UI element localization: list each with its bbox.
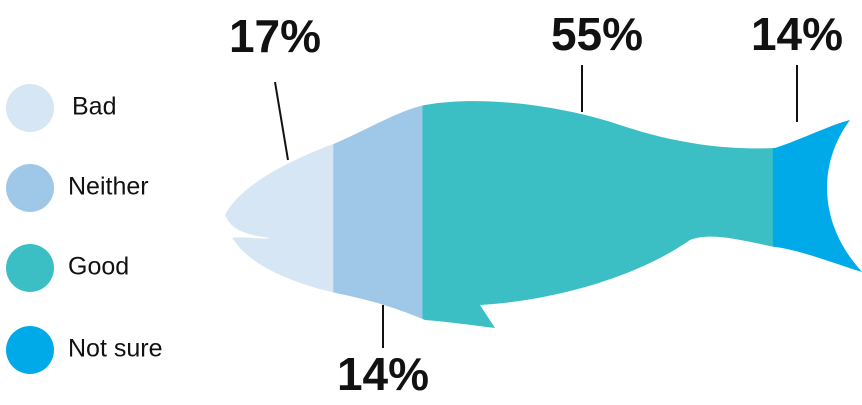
legend-swatch (6, 326, 54, 374)
legend-swatch (6, 164, 54, 212)
legend-swatch (6, 84, 54, 132)
legend-label: Not sure (68, 335, 162, 363)
value-label: 55% (551, 8, 643, 60)
value-label: 17% (229, 10, 321, 62)
value-label: 14% (337, 348, 429, 400)
label-leader (274, 81, 289, 161)
legend-label: Bad (72, 93, 116, 121)
legend-label: Neither (68, 173, 149, 201)
fish-segment (333, 101, 423, 328)
fish-segment (422, 101, 774, 328)
legend-swatch (6, 244, 54, 292)
legend-label: Good (68, 253, 129, 281)
value-label: 14% (751, 8, 843, 60)
fish-segment (772, 101, 862, 328)
